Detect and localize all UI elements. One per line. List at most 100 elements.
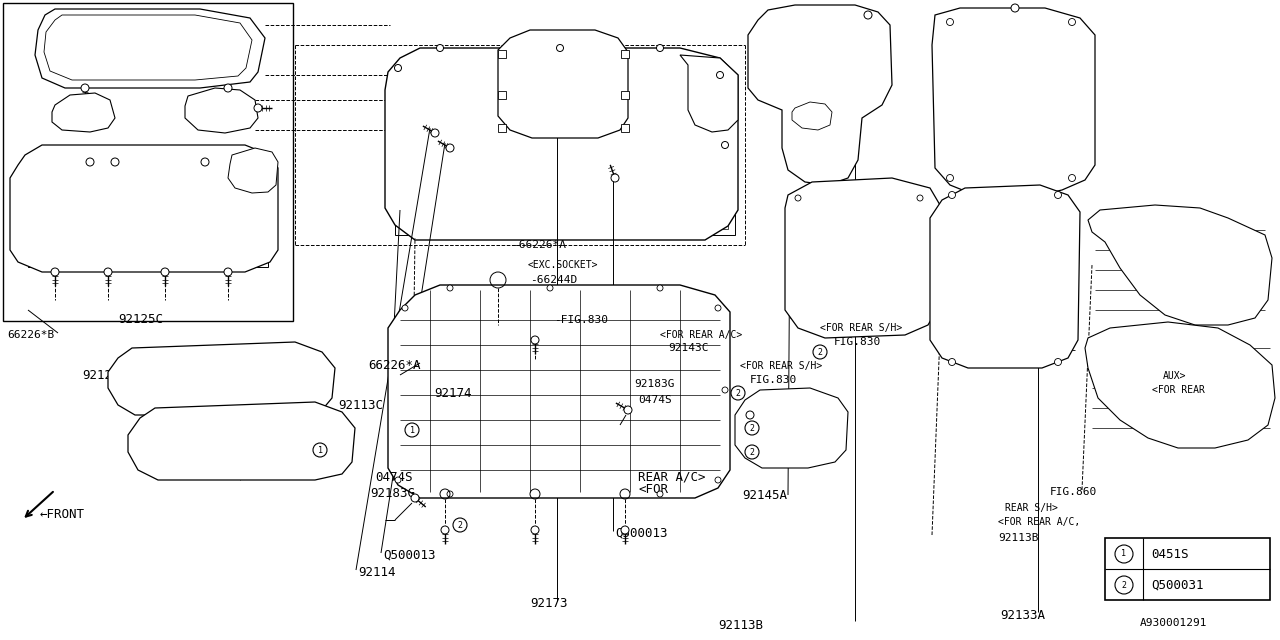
Text: 0474S: 0474S	[375, 471, 412, 484]
Polygon shape	[498, 30, 628, 138]
Polygon shape	[785, 178, 940, 338]
Circle shape	[531, 526, 539, 534]
Circle shape	[447, 285, 453, 291]
Circle shape	[394, 65, 402, 72]
Circle shape	[547, 285, 553, 291]
Text: <FOR REAR S/H>: <FOR REAR S/H>	[820, 323, 902, 333]
Polygon shape	[735, 388, 849, 468]
Polygon shape	[228, 148, 278, 193]
Bar	[507, 58, 620, 130]
Circle shape	[1069, 19, 1075, 26]
Bar	[498, 124, 506, 132]
Text: FIG.860: FIG.860	[1050, 487, 1097, 497]
Bar	[621, 124, 628, 132]
Bar	[401, 72, 556, 172]
Circle shape	[411, 494, 419, 502]
Text: <FOR REAR A/C>: <FOR REAR A/C>	[660, 330, 742, 340]
Polygon shape	[1085, 322, 1275, 448]
Circle shape	[948, 191, 955, 198]
Text: -FIG.830: -FIG.830	[554, 315, 608, 325]
Bar	[621, 91, 628, 99]
Text: 0451S: 0451S	[1151, 548, 1189, 561]
Circle shape	[625, 406, 632, 414]
Text: -66226*A: -66226*A	[512, 240, 566, 250]
Circle shape	[557, 45, 563, 51]
Circle shape	[716, 305, 721, 311]
Circle shape	[657, 491, 663, 497]
Bar	[396, 180, 735, 235]
Circle shape	[621, 526, 628, 534]
Bar	[35, 240, 261, 262]
Circle shape	[1055, 358, 1061, 365]
Polygon shape	[388, 285, 730, 498]
Text: FIG.830: FIG.830	[750, 375, 797, 385]
Bar	[402, 187, 728, 229]
Text: 92143C: 92143C	[668, 343, 709, 353]
Circle shape	[442, 526, 449, 534]
Text: <FOR REAR: <FOR REAR	[1152, 385, 1204, 395]
Circle shape	[946, 175, 954, 182]
Text: 66226*A: 66226*A	[369, 359, 421, 372]
Circle shape	[445, 144, 454, 152]
Text: 92114: 92114	[358, 566, 396, 579]
Circle shape	[746, 411, 754, 419]
Polygon shape	[128, 402, 355, 480]
Text: Q500013: Q500013	[614, 527, 667, 540]
Text: FIG.830: FIG.830	[835, 337, 881, 347]
Text: REAR S/H>: REAR S/H>	[1005, 503, 1057, 513]
Circle shape	[1011, 4, 1019, 12]
Circle shape	[436, 45, 443, 51]
Text: A930001291: A930001291	[1140, 618, 1207, 628]
Circle shape	[447, 491, 453, 497]
Text: 1: 1	[317, 445, 323, 454]
Bar	[515, 64, 613, 124]
Bar	[29, 173, 105, 218]
Bar	[28, 235, 268, 267]
Circle shape	[1055, 191, 1061, 198]
Circle shape	[716, 477, 721, 483]
Bar	[568, 78, 708, 166]
Text: 0474S: 0474S	[637, 395, 672, 405]
Circle shape	[657, 45, 663, 51]
Circle shape	[253, 104, 262, 112]
Text: 92183G: 92183G	[370, 487, 415, 500]
Circle shape	[1069, 175, 1075, 182]
Circle shape	[864, 11, 872, 19]
Text: 2: 2	[818, 348, 823, 356]
Text: 92113C: 92113C	[338, 399, 383, 412]
Polygon shape	[932, 8, 1094, 195]
Bar	[498, 91, 506, 99]
Circle shape	[657, 285, 663, 291]
Text: 2: 2	[736, 388, 741, 397]
Circle shape	[81, 84, 90, 92]
Polygon shape	[35, 9, 265, 88]
Circle shape	[948, 358, 955, 365]
Circle shape	[161, 268, 169, 276]
Text: 1: 1	[410, 426, 415, 435]
Text: ←FRONT: ←FRONT	[40, 508, 84, 521]
Circle shape	[51, 268, 59, 276]
Circle shape	[431, 129, 439, 137]
Circle shape	[224, 84, 232, 92]
Circle shape	[224, 268, 232, 276]
Bar	[26, 168, 110, 223]
Text: 2: 2	[750, 447, 754, 456]
Polygon shape	[748, 5, 892, 185]
Text: Q500013: Q500013	[383, 549, 435, 562]
Bar	[3, 3, 293, 321]
Bar	[120, 168, 205, 223]
Circle shape	[611, 174, 620, 182]
Circle shape	[396, 477, 401, 483]
Circle shape	[946, 19, 954, 26]
Polygon shape	[52, 93, 115, 132]
Text: 1: 1	[1121, 550, 1126, 559]
Text: 92125B: 92125B	[82, 369, 127, 382]
Circle shape	[531, 336, 539, 344]
Bar	[561, 72, 716, 172]
Bar	[498, 50, 506, 58]
Text: AUX>: AUX>	[1164, 371, 1187, 381]
Circle shape	[722, 387, 728, 393]
Text: 92173: 92173	[530, 597, 567, 610]
Polygon shape	[931, 185, 1080, 368]
Polygon shape	[108, 342, 335, 415]
